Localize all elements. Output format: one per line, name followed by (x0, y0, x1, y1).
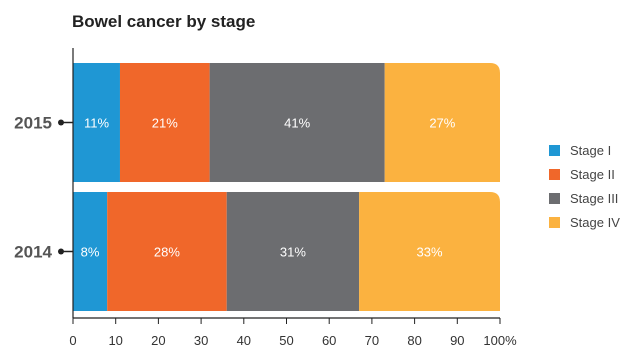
bar-row-2015 (73, 63, 500, 182)
legend-label: Stage III (570, 191, 618, 206)
data-label: 8% (81, 245, 100, 260)
data-label: 21% (152, 116, 178, 131)
bar-2014-stage-iii (226, 192, 360, 311)
data-label: 33% (417, 245, 443, 260)
x-tick-label: 80 (407, 333, 421, 348)
x-tick-label: 20 (151, 333, 165, 348)
legend-swatch (549, 193, 560, 204)
bar-2015-stage-iv (384, 63, 500, 182)
bar-2014-stage-i (73, 192, 108, 311)
data-label: 28% (154, 245, 180, 260)
category-pointer-dot (58, 248, 64, 255)
legend: Stage I Stage II Stage III Stage IV (549, 143, 620, 230)
bar-row-2014 (73, 192, 500, 311)
x-tick-label: 40 (237, 333, 251, 348)
data-label: 11% (84, 116, 109, 131)
category-label: 2014 (14, 243, 52, 262)
chart-title: Bowel cancer by stage (72, 12, 255, 31)
bars-group: 11% 21% 41% 27% 8% 28% 31% 33% (73, 63, 500, 311)
legend-label: Stage I (570, 143, 611, 158)
bar-2014-stage-iv (359, 192, 500, 311)
category-pointer-dot (58, 119, 64, 126)
x-tick-label: 50 (279, 333, 293, 348)
legend-label: Stage IV (570, 215, 620, 230)
legend-label: Stage II (570, 167, 615, 182)
bar-2014-stage-ii (107, 192, 227, 311)
data-label: 31% (280, 245, 306, 260)
x-tick-label: 60 (322, 333, 336, 348)
x-tick-label: 70 (365, 333, 379, 348)
bar-2015-stage-iii (209, 63, 385, 182)
x-tick-label: 0 (69, 333, 76, 348)
data-label: 41% (284, 116, 310, 131)
legend-swatch (549, 169, 560, 180)
legend-swatch (549, 145, 560, 156)
legend-swatch (549, 217, 560, 228)
x-tick-label: 30 (194, 333, 208, 348)
x-tick-label: 90 (450, 333, 464, 348)
data-label: 27% (429, 116, 455, 131)
axes-group: 2015 2014 0 10 20 30 40 50 60 70 80 90 100% (14, 48, 517, 348)
x-tick-label: 100% (483, 333, 517, 348)
bar-2015-stage-ii (119, 63, 210, 182)
category-label: 2015 (14, 114, 52, 133)
bar-2015-stage-i (73, 63, 120, 182)
x-tick-label: 10 (108, 333, 122, 348)
